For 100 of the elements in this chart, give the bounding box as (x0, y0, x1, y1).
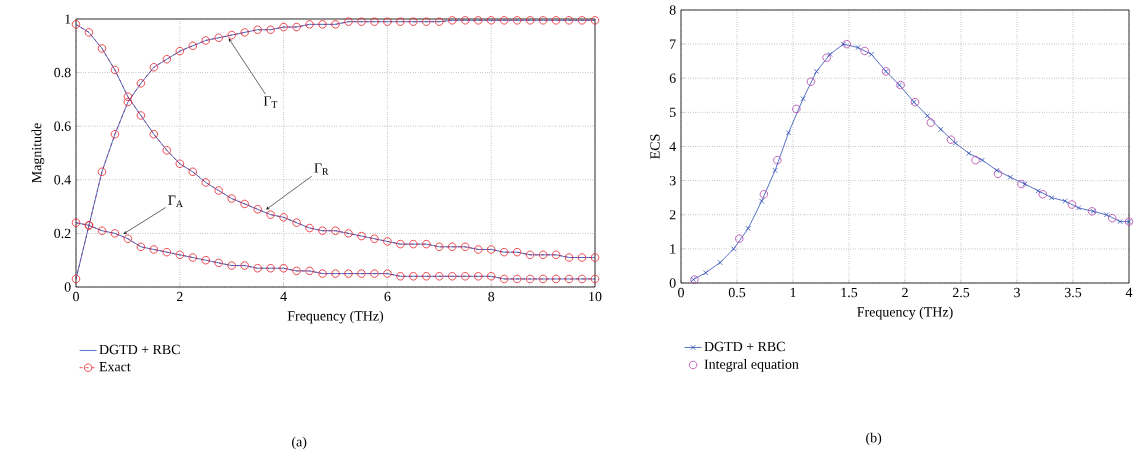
y-tick-label: 0 (669, 278, 676, 288)
point (110, 229, 120, 238)
point (758, 198, 765, 204)
point (331, 20, 340, 29)
point (1035, 188, 1041, 194)
point (422, 272, 431, 281)
point (1067, 200, 1077, 209)
point (266, 210, 275, 219)
point (214, 258, 223, 268)
point (409, 272, 418, 281)
point (110, 130, 120, 139)
point (201, 178, 210, 187)
x-tick-label: 0 (73, 291, 79, 302)
x-tick-label: 0 (678, 287, 684, 298)
point (800, 96, 806, 102)
point (538, 274, 548, 284)
x-tick-label: 2 (902, 287, 908, 298)
point (292, 266, 301, 276)
y-tick-label: 4 (669, 141, 676, 152)
point (827, 51, 833, 58)
point (175, 250, 184, 260)
y-tick-label: 3 (669, 175, 676, 186)
point (97, 226, 107, 235)
point (435, 17, 444, 26)
point (253, 205, 262, 214)
point (938, 126, 944, 133)
point (1038, 190, 1047, 199)
point (461, 242, 470, 251)
point (97, 44, 107, 53)
y-tick-label: 1 (670, 244, 676, 254)
point (448, 16, 457, 25)
point (123, 97, 133, 107)
legend-label: Exact (99, 362, 131, 372)
point (745, 225, 751, 232)
point (499, 16, 509, 25)
y-tick-label: 0.6 (54, 121, 71, 131)
y-tick-label: 2 (669, 210, 676, 220)
point (71, 218, 81, 227)
point (370, 17, 379, 26)
annotation: Γ$_{T}$ (263, 96, 278, 108)
point (422, 239, 431, 249)
point (227, 261, 236, 270)
point (123, 234, 133, 243)
point (487, 16, 496, 25)
point (512, 274, 522, 284)
point (499, 274, 509, 284)
point (924, 113, 931, 119)
y-tick-label: 6 (669, 73, 676, 83)
x-tick-label: 4 (280, 291, 287, 302)
point (435, 242, 444, 251)
point (357, 17, 366, 26)
point (842, 39, 851, 49)
y-tick-label: 0.2 (54, 228, 71, 239)
point (409, 239, 418, 249)
point (214, 33, 223, 42)
point (357, 269, 366, 278)
point (730, 246, 737, 252)
x-axis-title: Frequency (THz) (287, 310, 384, 324)
point (1075, 205, 1082, 211)
point (188, 41, 197, 50)
point (240, 199, 249, 209)
point (266, 25, 275, 34)
point (292, 218, 301, 227)
point (971, 155, 980, 165)
point (227, 30, 236, 40)
legend-label: DGTD + RBC (704, 341, 785, 352)
annotation: Γ$_{R}$ (314, 163, 329, 175)
point (512, 16, 522, 25)
point (344, 229, 353, 238)
point (318, 226, 327, 235)
point (396, 272, 405, 281)
point (868, 51, 875, 58)
annotation: Γ$_{A}$ (168, 195, 183, 207)
point (214, 186, 223, 195)
x-tick-label: 2 (176, 291, 183, 302)
y-tick-label: 7 (670, 39, 676, 49)
point (383, 17, 392, 26)
y-tick-label: 0.4 (54, 175, 71, 185)
point (305, 266, 314, 276)
point (318, 269, 327, 278)
point (305, 20, 314, 29)
point (1022, 181, 1028, 187)
x-tick-label: 3 (1014, 287, 1020, 298)
x-tick-label: 6 (384, 291, 391, 302)
point (279, 22, 288, 32)
point (577, 253, 587, 262)
text: (a) (292, 436, 307, 450)
point (461, 272, 470, 281)
point (162, 55, 172, 64)
text: (b) (866, 432, 882, 446)
point (590, 274, 600, 284)
point (344, 17, 353, 26)
point (564, 274, 574, 284)
point (855, 44, 861, 51)
point (1049, 195, 1055, 201)
point (564, 253, 574, 262)
point (813, 68, 820, 75)
point (487, 245, 496, 254)
point (994, 167, 1000, 174)
point (370, 234, 379, 243)
